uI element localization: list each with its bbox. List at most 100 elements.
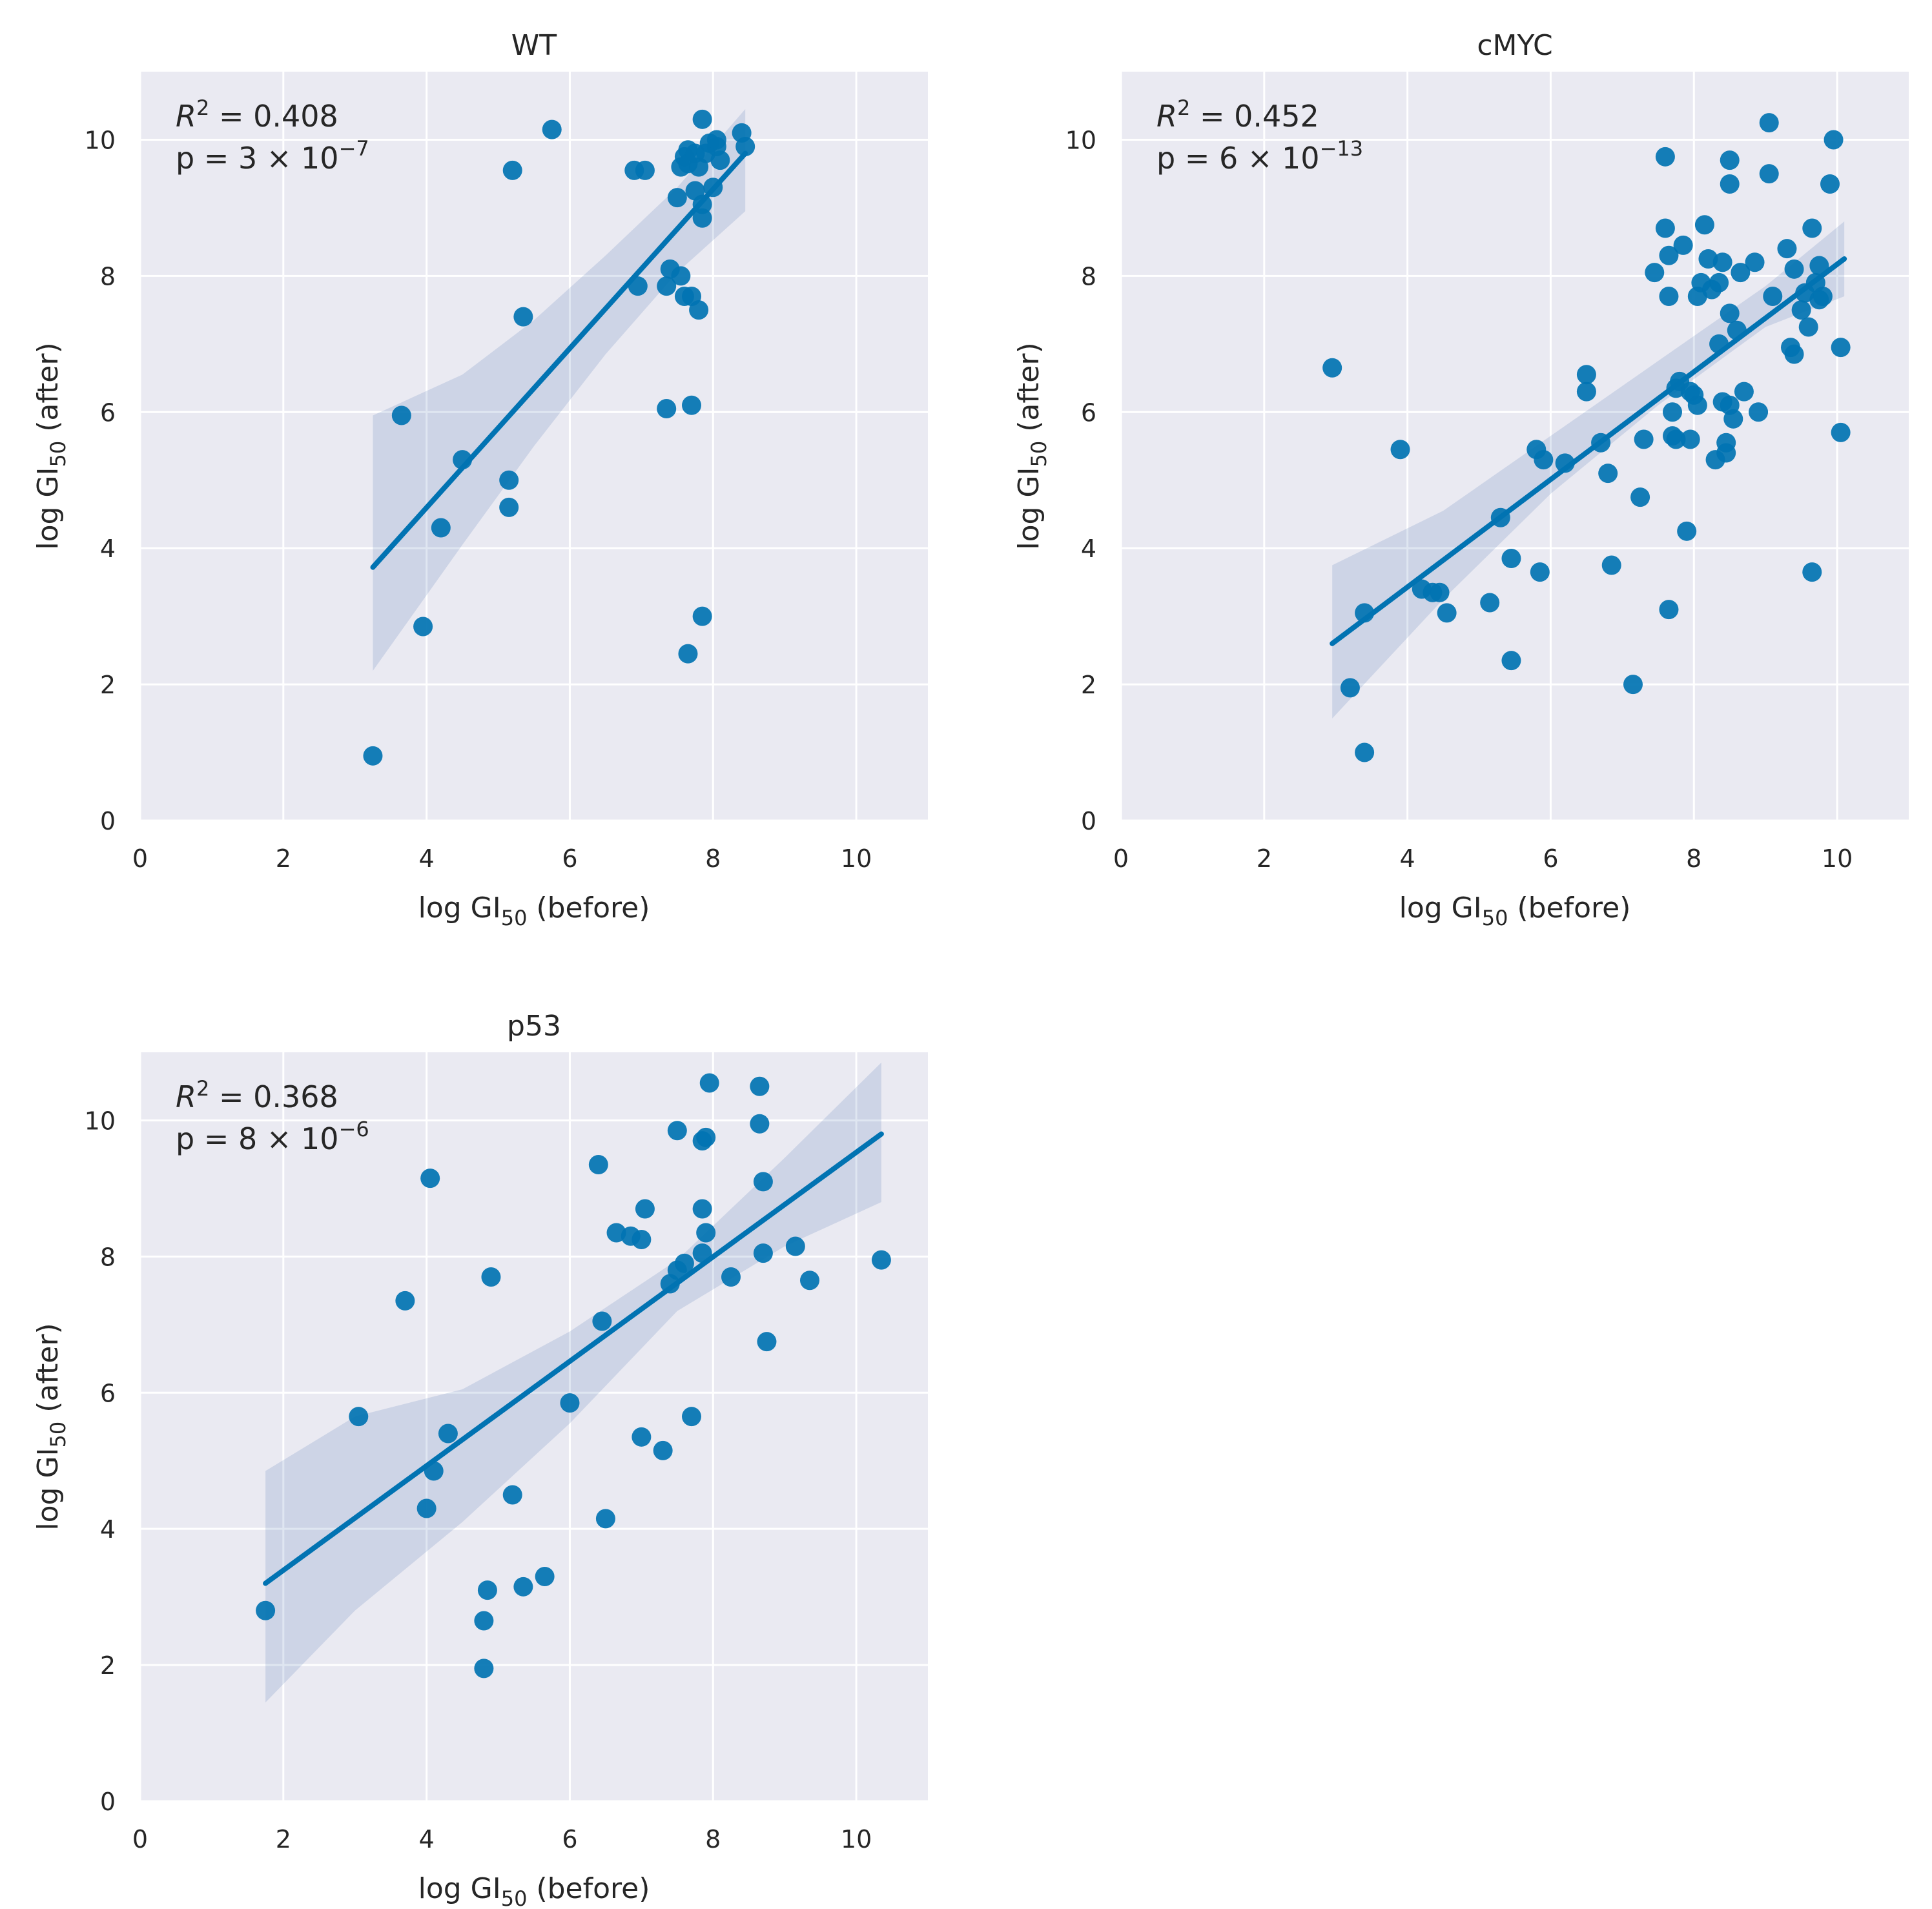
data-point [1490,507,1510,527]
data-point [1355,742,1375,762]
x-tick-label: 6 [562,1825,577,1853]
data-point [674,1253,694,1273]
data-point [689,300,709,320]
data-point [710,150,730,170]
data-point [1820,174,1840,194]
data-point [1831,338,1851,358]
data-point [699,1073,719,1093]
data-point [1480,593,1500,613]
data-point [1687,395,1707,415]
y-tick-label: 2 [100,1651,116,1680]
data-point [1322,358,1342,378]
y-tick-label: 6 [100,1379,116,1407]
data-point [1390,440,1410,460]
data-point [474,1611,494,1631]
data-point [542,119,562,139]
y-axis-label-main: log GI [32,467,65,550]
data-point [628,276,648,296]
r-squared-exponent: 2 [1177,96,1190,120]
data-point [438,1424,458,1444]
r-squared-symbol: R [176,1079,196,1114]
y-tick-label: 6 [1081,398,1096,427]
p-value-base: p = 6 × 10 [1156,141,1320,176]
data-point [1534,450,1554,470]
x-tick-label: 8 [705,844,721,873]
data-point [703,178,723,198]
y-axis-label-subscript: 50 [46,441,70,467]
data-point [1659,600,1679,620]
data-point [1430,582,1450,602]
data-point [1709,272,1729,292]
y-tick-label: 4 [1081,535,1096,563]
data-point [1659,245,1679,265]
data-point [1645,263,1665,283]
plot-area [1121,72,1909,821]
data-point [1813,287,1833,306]
data-point [667,1121,687,1141]
data-point [1777,239,1797,259]
y-tick-label: 10 [85,126,116,154]
data-point [1759,113,1779,133]
data-point [1530,562,1550,582]
y-axis-label-suffix: (after) [32,342,65,440]
confidence-band [373,109,746,671]
regression-line [263,1131,884,1586]
x-tick-label: 10 [841,1825,872,1853]
data-point [1727,320,1747,340]
x-axis-label-main: log GI [418,892,501,924]
data-point [1723,409,1743,429]
r-squared-annotation: R2 = 0.368 [176,1076,338,1114]
data-point [1759,164,1779,184]
y-tick-label: 8 [1081,262,1096,291]
regression-line [1330,256,1847,646]
data-point [757,1332,777,1352]
y-tick-label: 8 [100,1243,116,1271]
data-point [1659,287,1679,306]
data-point [667,188,687,208]
data-point [692,194,712,214]
data-point [1655,147,1675,167]
x-axis-label-subscript: 50 [501,906,528,930]
data-point [692,109,712,129]
data-point [753,1243,773,1263]
data-point [1437,603,1457,623]
data-point [499,470,519,490]
x-tick-label: 4 [419,844,435,873]
x-tick-label: 8 [705,1825,721,1853]
y-tick-label: 2 [1081,671,1096,699]
data-point [692,1243,712,1263]
data-point [256,1600,276,1620]
data-point [502,160,522,180]
data-point [1784,259,1804,279]
data-point [477,1580,497,1600]
data-point [1663,402,1682,422]
p-value-annotation: p = 3 × 10−7 [176,136,369,176]
data-point [595,1509,615,1529]
x-tick-label: 2 [276,844,291,873]
x-tick-label: 10 [841,844,872,873]
data-point [1745,252,1765,272]
data-point [1355,603,1375,623]
chart-title: cMYC [1477,29,1552,62]
data-point [535,1567,555,1586]
data-point [1630,487,1650,507]
r-squared-exponent: 2 [196,96,209,120]
chart-title: p53 [507,1010,561,1043]
x-tick-label: 2 [276,1825,291,1853]
y-tick-label: 0 [100,807,116,835]
x-tick-label: 6 [1543,844,1558,873]
data-point [1576,382,1596,402]
data-point [363,746,383,766]
y-axis-label-subscript: 50 [1027,441,1051,467]
p-value-base: p = 8 × 10 [176,1121,339,1156]
data-point [1709,334,1729,354]
data-point [1731,263,1751,283]
y-tick-label: 0 [1081,807,1096,835]
x-tick-label: 0 [1113,844,1129,873]
data-point [800,1271,819,1291]
r-squared-annotation: R2 = 0.452 [1156,96,1319,134]
data-point [499,497,519,517]
data-point [1716,433,1736,453]
